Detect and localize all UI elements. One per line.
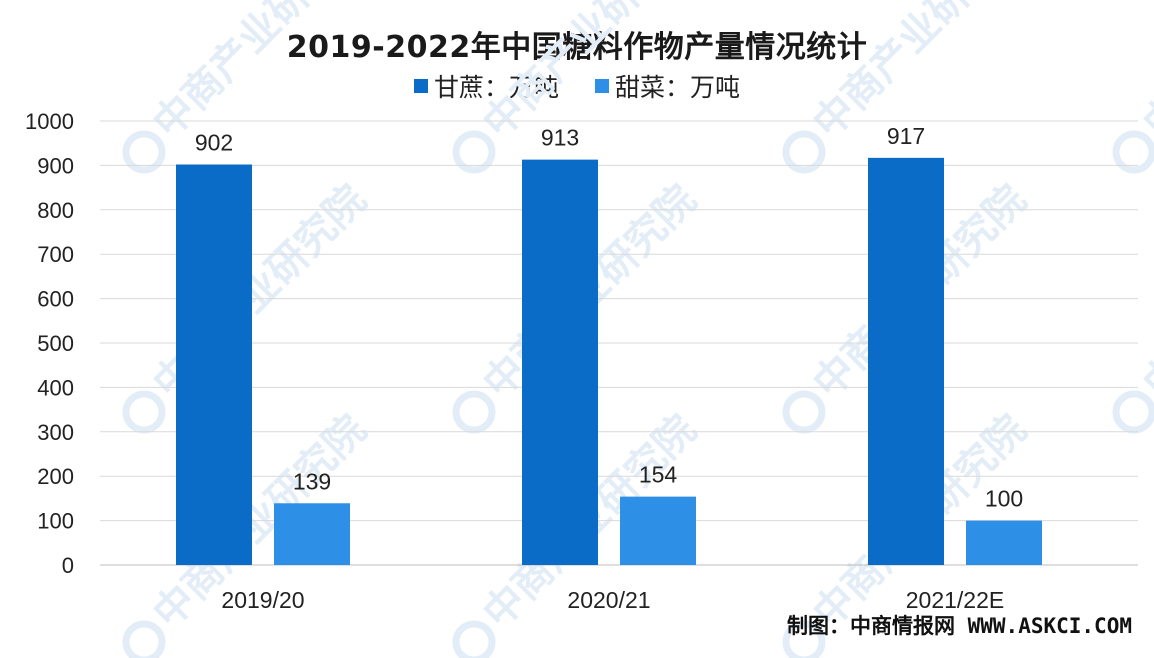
y-tick-label: 300 <box>37 420 74 445</box>
legend-label-sugarcane: 甘蔗：万吨 <box>434 73 560 102</box>
legend-item-sugarbeet: 甜菜：万吨 <box>594 68 740 104</box>
watermark-logo-icon <box>122 620 166 658</box>
x-tick-label: 2021/22E <box>906 587 1004 613</box>
y-tick-label: 1000 <box>25 109 74 134</box>
y-tick-label: 400 <box>37 375 74 400</box>
data-label: 154 <box>639 462 678 488</box>
bar <box>868 157 944 566</box>
data-label: 917 <box>887 123 925 149</box>
watermark-logo-icon <box>782 390 826 434</box>
data-label: 100 <box>985 486 1023 512</box>
watermark-logo-icon <box>122 130 166 174</box>
y-tick-label: 800 <box>37 198 74 223</box>
source-credit: 制图：中商情报网 WWW.ASKCI.COM <box>786 614 1132 638</box>
data-label: 902 <box>195 130 233 156</box>
bar <box>176 164 252 565</box>
watermark-logo-icon <box>452 390 496 434</box>
y-tick-label: 500 <box>37 331 74 356</box>
watermark-text: 中商产业研究院 <box>145 0 376 147</box>
y-tick-label: 0 <box>62 553 74 578</box>
x-tick-label: 2019/20 <box>221 587 304 613</box>
watermark-logo-icon <box>122 390 166 434</box>
legend-swatch-sugarbeet <box>594 79 609 93</box>
watermark-logo-icon <box>452 130 496 174</box>
data-label: 139 <box>293 468 331 494</box>
data-label: 913 <box>541 125 579 151</box>
watermark-logo-icon <box>452 620 496 658</box>
legend-item-sugarcane: 甘蔗：万吨 <box>414 68 559 104</box>
y-tick-label: 700 <box>37 242 74 267</box>
bar <box>620 496 696 565</box>
watermark-text: 中商产业研究院 <box>475 0 706 147</box>
legend-label-sugarbeet: 甜菜：万吨 <box>614 73 740 102</box>
watermark-logo-icon <box>782 130 826 174</box>
watermark-text: 中商产业研究院 <box>1135 177 1154 408</box>
watermark-text: 中商产业研究院 <box>1135 0 1154 147</box>
bar <box>522 159 598 566</box>
y-tick-label: 100 <box>37 509 74 534</box>
y-tick-label: 200 <box>37 464 74 489</box>
bar <box>966 520 1042 565</box>
chart-legend: 甘蔗：万吨 甜菜：万吨 <box>0 68 1154 104</box>
y-tick-label: 600 <box>37 287 74 312</box>
legend-swatch-sugarcane <box>414 79 428 93</box>
y-tick-label: 900 <box>37 153 74 178</box>
x-tick-label: 2020/21 <box>567 587 650 613</box>
chart-title: 2019-2022年中国糖料作物产量情况统计 <box>286 30 868 65</box>
watermark-logo-icon <box>1112 390 1154 434</box>
watermark-logo-icon <box>1112 130 1154 174</box>
bar <box>274 503 350 565</box>
watermark-logo-icon <box>782 620 826 658</box>
